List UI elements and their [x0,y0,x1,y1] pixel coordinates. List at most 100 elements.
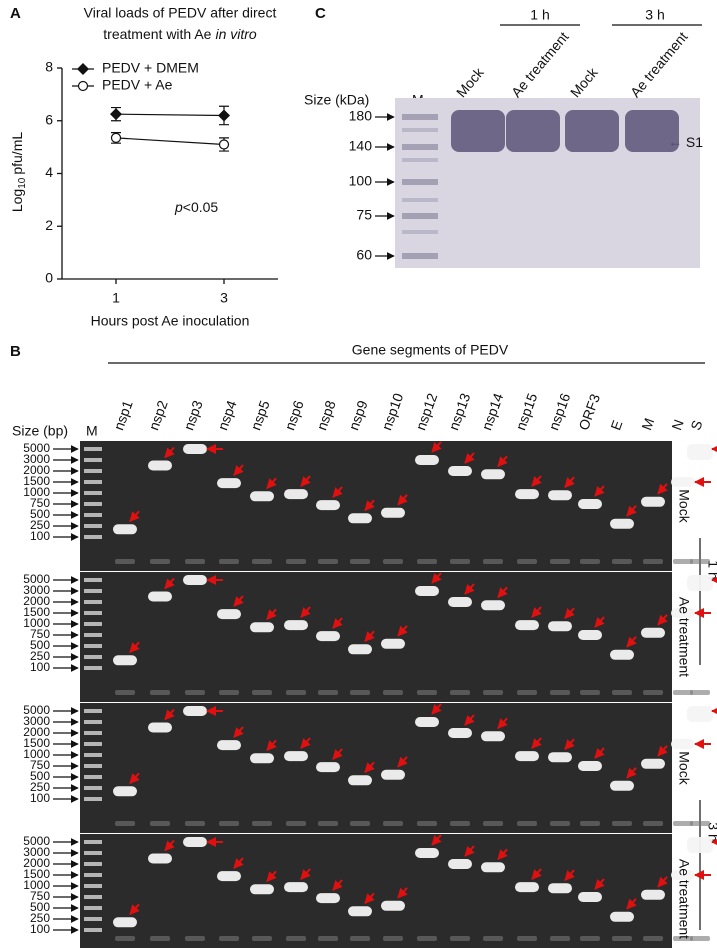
ladder-label: 250 [30,911,50,925]
dna-band [148,722,172,733]
ladder-band [84,873,102,877]
gel-image [80,703,672,833]
ladder-label: 3000 [23,452,50,466]
dna-band [284,751,308,762]
ladder-label: 100 [30,529,50,543]
band-arrow [332,486,343,498]
band-arrow [397,756,408,768]
band-arrow [364,892,375,905]
dna-band [687,444,713,460]
band-arrow [233,726,244,738]
y-tick-label: 2 [45,217,53,233]
primer-band [350,690,370,695]
primer-band [150,559,170,564]
band-arrow [364,630,375,643]
lane-label: nsp6 [281,398,306,432]
dna-band [348,906,372,917]
dna-band [610,649,634,660]
primer-band [450,690,470,695]
ladder-band [84,884,102,888]
ladder-band [402,128,438,132]
ladder-band [84,840,102,844]
label-part: Log [9,189,25,212]
dna-band [578,630,602,640]
band-arrow [129,510,140,523]
primer-band [550,690,570,695]
dna-band [183,706,207,716]
band-arrow [497,717,508,730]
ladder-band [84,633,102,637]
ladder-band [84,447,102,451]
ladder-label: 500 [30,769,50,783]
dna-band [641,758,665,769]
primer-band [286,559,306,564]
dna-band [671,608,695,618]
x-tick-label: 1 [112,290,120,306]
primer-band [417,690,437,695]
ladder-band [402,213,438,219]
panel-title: Gene segments of PEDV [352,342,509,358]
group-label: 1 h [530,7,549,23]
band-arrow [564,869,575,881]
ladder-label: 750 [30,627,50,641]
dna-band [183,444,207,454]
ladder-band [84,862,102,866]
panel-label: A [10,5,21,22]
dna-band [578,892,602,902]
dna-band [217,740,241,751]
ladder-band [84,655,102,659]
ladder-label: 750 [30,758,50,772]
y-tick-label: 4 [45,164,53,180]
primer-band [150,690,170,695]
dna-band [250,753,274,764]
lane-label: nsp4 [214,398,239,432]
band-arrow [431,441,442,453]
dna-band [610,780,634,791]
band-arrow [300,868,311,880]
primer-band [350,821,370,826]
gel-image [80,834,672,948]
ladder-label: 250 [30,649,50,663]
series-line [115,137,225,146]
dna-band [687,706,713,722]
dna-band [548,883,572,894]
group-label: 3 h [645,7,664,23]
primer-band [417,559,437,564]
primer-band [252,936,272,941]
ladder-band [84,753,102,757]
ladder-label: 500 [30,638,50,652]
primer-band [417,936,437,941]
ladder-band [84,895,102,899]
primer-band [612,690,632,695]
ladder-band [84,917,102,921]
dna-band [284,620,308,631]
dna-band [113,917,137,928]
band-arrow [129,641,140,654]
legend-label: PEDV + Ae [102,77,173,93]
data-point [77,63,89,75]
band-arrow [626,636,637,648]
lane-label: nsp1 [110,398,135,432]
ladder-band [84,458,102,462]
band-arrow [464,452,475,464]
ladder-band [84,502,102,506]
primer-band [450,821,470,826]
primer-band [185,690,205,695]
lane-label: N [668,417,686,432]
band-arrow [364,499,375,512]
dna-band [515,882,539,893]
data-point [218,109,230,122]
row-label: Ae treatment [676,597,692,677]
dna-band [515,489,539,500]
band-arrow [364,761,375,774]
ladder-band [84,622,102,626]
dna-band [217,609,241,620]
ladder-label: 250 [30,780,50,794]
primer-band [286,936,306,941]
primer-band [483,936,503,941]
primer-band [550,936,570,941]
band-arrow [300,606,311,618]
dna-band [448,728,472,738]
ladder-band [84,709,102,713]
primer-band [673,690,693,695]
